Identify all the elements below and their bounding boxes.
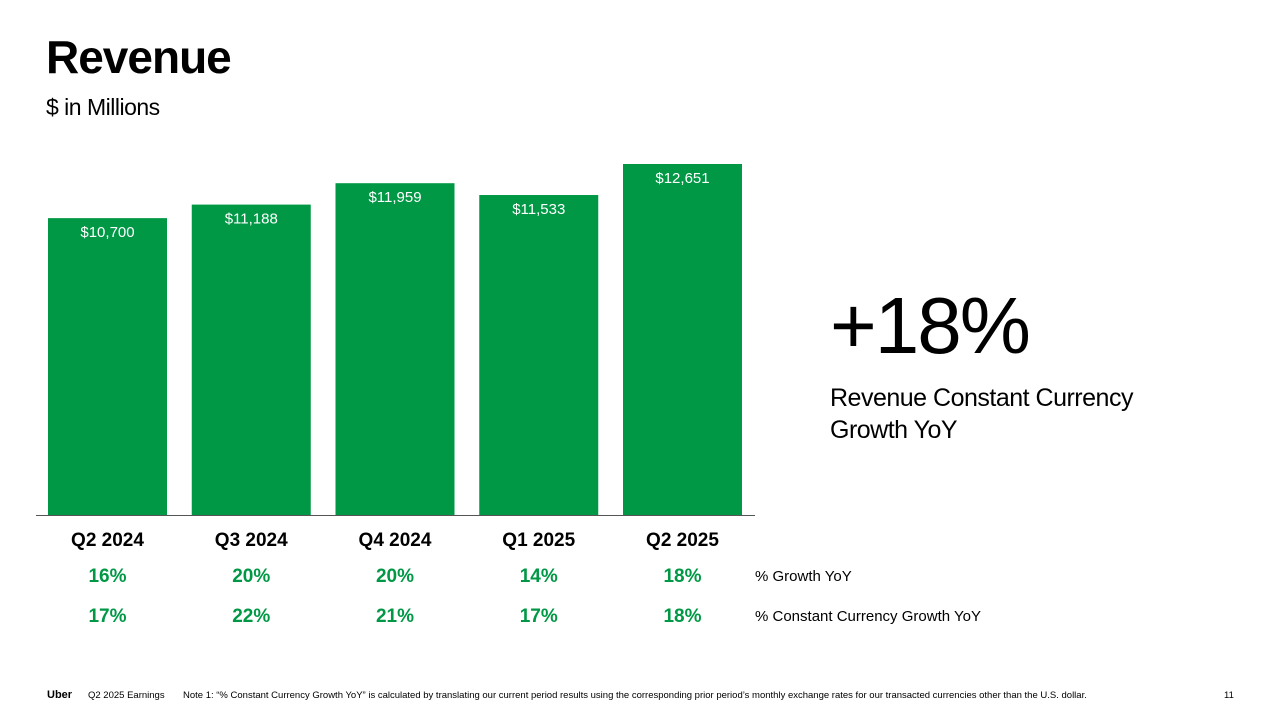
bar-value-label: $10,700 bbox=[80, 224, 134, 241]
bar-q3-2024 bbox=[191, 204, 311, 515]
category-label: Q3 2024 bbox=[215, 530, 288, 551]
bar-value-label: $11,959 bbox=[368, 189, 421, 206]
cc-growth-row-label: % Constant Currency Growth YoY bbox=[755, 608, 981, 625]
page-number: 11 bbox=[1224, 690, 1234, 701]
category-label: Q1 2025 bbox=[502, 530, 575, 551]
growth-yoy-value: 14% bbox=[520, 566, 558, 587]
growth-yoy-value: 18% bbox=[663, 566, 701, 587]
category-label: Q2 2024 bbox=[71, 530, 144, 551]
cc-growth-yoy-value: 22% bbox=[232, 606, 270, 627]
growth-yoy-value: 16% bbox=[88, 566, 126, 587]
bar-q2-2024 bbox=[48, 218, 167, 515]
growth-yoy-value: 20% bbox=[232, 566, 270, 587]
cc-growth-yoy-value: 17% bbox=[88, 606, 126, 627]
category-label: Q2 2025 bbox=[646, 530, 719, 551]
bars-group bbox=[48, 164, 742, 515]
cc-growth-yoy-value: 17% bbox=[520, 606, 558, 627]
cc-growth-yoy-value: 21% bbox=[376, 606, 414, 627]
category-label: Q4 2024 bbox=[359, 530, 432, 551]
bar-value-label: $11,533 bbox=[512, 201, 565, 218]
kpi-value: +18% bbox=[830, 281, 1031, 370]
labels-group: $10,700 Q2 2024 16% 17% $11,188 Q3 2024 20% 22%… bbox=[71, 170, 719, 627]
footer-brand: Uber bbox=[47, 689, 73, 701]
footer-note: Note 1: “% Constant Currency Growth YoY”… bbox=[183, 690, 1087, 701]
growth-yoy-value: 20% bbox=[376, 566, 414, 587]
cc-growth-yoy-value: 18% bbox=[663, 606, 701, 627]
bar-value-label: $11,188 bbox=[225, 211, 278, 228]
footer-deck-name: Q2 2025 Earnings bbox=[88, 690, 165, 701]
bar-q2-2025 bbox=[623, 164, 742, 515]
page-subtitle: $ in Millions bbox=[46, 94, 160, 120]
bar-q1-2025 bbox=[479, 195, 599, 515]
page-title: Revenue bbox=[46, 31, 232, 83]
bar-value-label: $12,651 bbox=[655, 170, 709, 187]
bar-q4-2024 bbox=[335, 183, 455, 515]
growth-row-label: % Growth YoY bbox=[755, 568, 852, 585]
kpi-label: Revenue Constant Currency Growth YoY bbox=[830, 384, 1133, 444]
